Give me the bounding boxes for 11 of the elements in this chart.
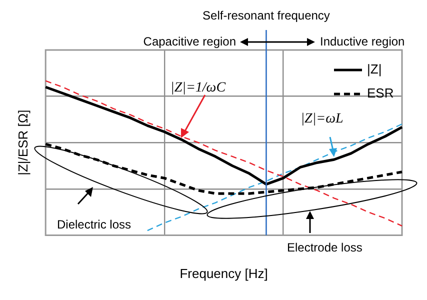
text: Capacitive region	[143, 34, 236, 48]
text: Electrode loss	[287, 240, 362, 254]
text: Self-resonant frequency	[202, 8, 330, 22]
annotation: |Z|=ωL	[300, 112, 344, 127]
legend-label: ESR	[367, 86, 394, 101]
x-axis-title: Frequency [Hz]	[180, 266, 268, 281]
annotation: |Z|=1/ωC	[170, 80, 226, 96]
annotation: Dielectric loss	[57, 217, 132, 232]
text: Inductive region	[320, 34, 405, 48]
y-axis-title: |Z|/ESR [Ω]	[15, 110, 30, 176]
legend-label: |Z|	[367, 62, 382, 77]
